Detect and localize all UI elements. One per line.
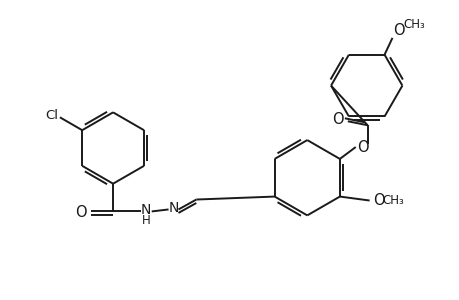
Text: CH₃: CH₃ (403, 17, 424, 31)
Text: N: N (140, 203, 151, 218)
Text: Cl: Cl (45, 109, 58, 122)
Text: O: O (331, 112, 343, 127)
Text: N: N (168, 202, 179, 215)
Text: O: O (356, 140, 368, 154)
Text: CH₃: CH₃ (382, 194, 403, 207)
Text: O: O (372, 193, 384, 208)
Text: O: O (393, 23, 404, 38)
Text: O: O (75, 205, 87, 220)
Text: H: H (141, 214, 150, 227)
